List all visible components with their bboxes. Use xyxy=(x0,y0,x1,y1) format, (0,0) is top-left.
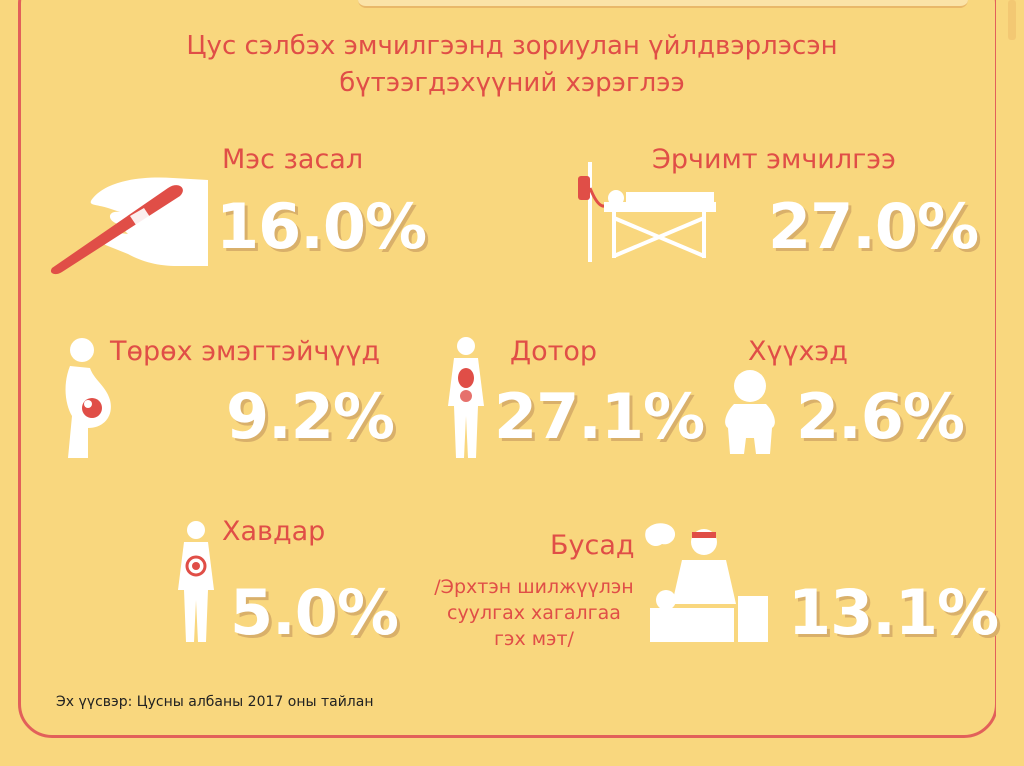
value-intensive-care: 27.0% xyxy=(768,190,979,263)
value-pediatrics: 2.6% xyxy=(796,380,965,453)
surgery-transplant-icon xyxy=(645,523,768,642)
value-other: 13.1% xyxy=(788,576,999,649)
label-pediatrics: Хүүхэд xyxy=(748,336,848,367)
internal-organs-icon xyxy=(448,337,484,458)
value-internal: 27.1% xyxy=(494,380,705,453)
title-line-2: бүтээгдэхүүний хэрэглээ xyxy=(339,68,685,98)
label-other: Бусад xyxy=(550,530,635,561)
top-bar-decoration xyxy=(358,0,968,8)
other-note-line-1: /Эрхтэн шилжүүлэн xyxy=(434,576,634,598)
hospital-bed-iv-icon xyxy=(578,162,716,262)
pregnant-woman-icon xyxy=(65,338,111,458)
scalpel-hand-icon xyxy=(50,177,208,275)
other-note: /Эрхтэн шилжүүлэн суулгах хагалгаа гэх м… xyxy=(414,574,654,652)
value-oncology: 5.0% xyxy=(230,576,399,649)
source-note: Эх үүсвэр: Цусны албаны 2017 оны тайлан xyxy=(56,694,374,710)
value-maternity: 9.2% xyxy=(226,380,395,453)
baby-icon xyxy=(725,370,775,454)
label-surgery: Мэс засал xyxy=(222,144,364,175)
label-maternity: Төрөх эмэгтэйчүүд xyxy=(110,336,381,367)
right-edge-strip xyxy=(996,0,1024,766)
label-oncology: Хавдар xyxy=(222,516,326,547)
infographic-title: Цус сэлбэх эмчилгээнд зориулан үйлдвэрлэ… xyxy=(0,28,1024,102)
value-surgery: 16.0% xyxy=(216,190,427,263)
title-line-1: Цус сэлбэх эмчилгээнд зориулан үйлдвэрлэ… xyxy=(186,31,838,61)
tumor-body-icon xyxy=(178,521,214,642)
label-internal: Дотор xyxy=(510,336,597,367)
other-note-line-2: суулгах хагалгаа xyxy=(447,602,621,624)
label-intensive-care: Эрчимт эмчилгээ xyxy=(652,144,896,175)
other-note-line-3: гэх мэт/ xyxy=(494,628,574,650)
